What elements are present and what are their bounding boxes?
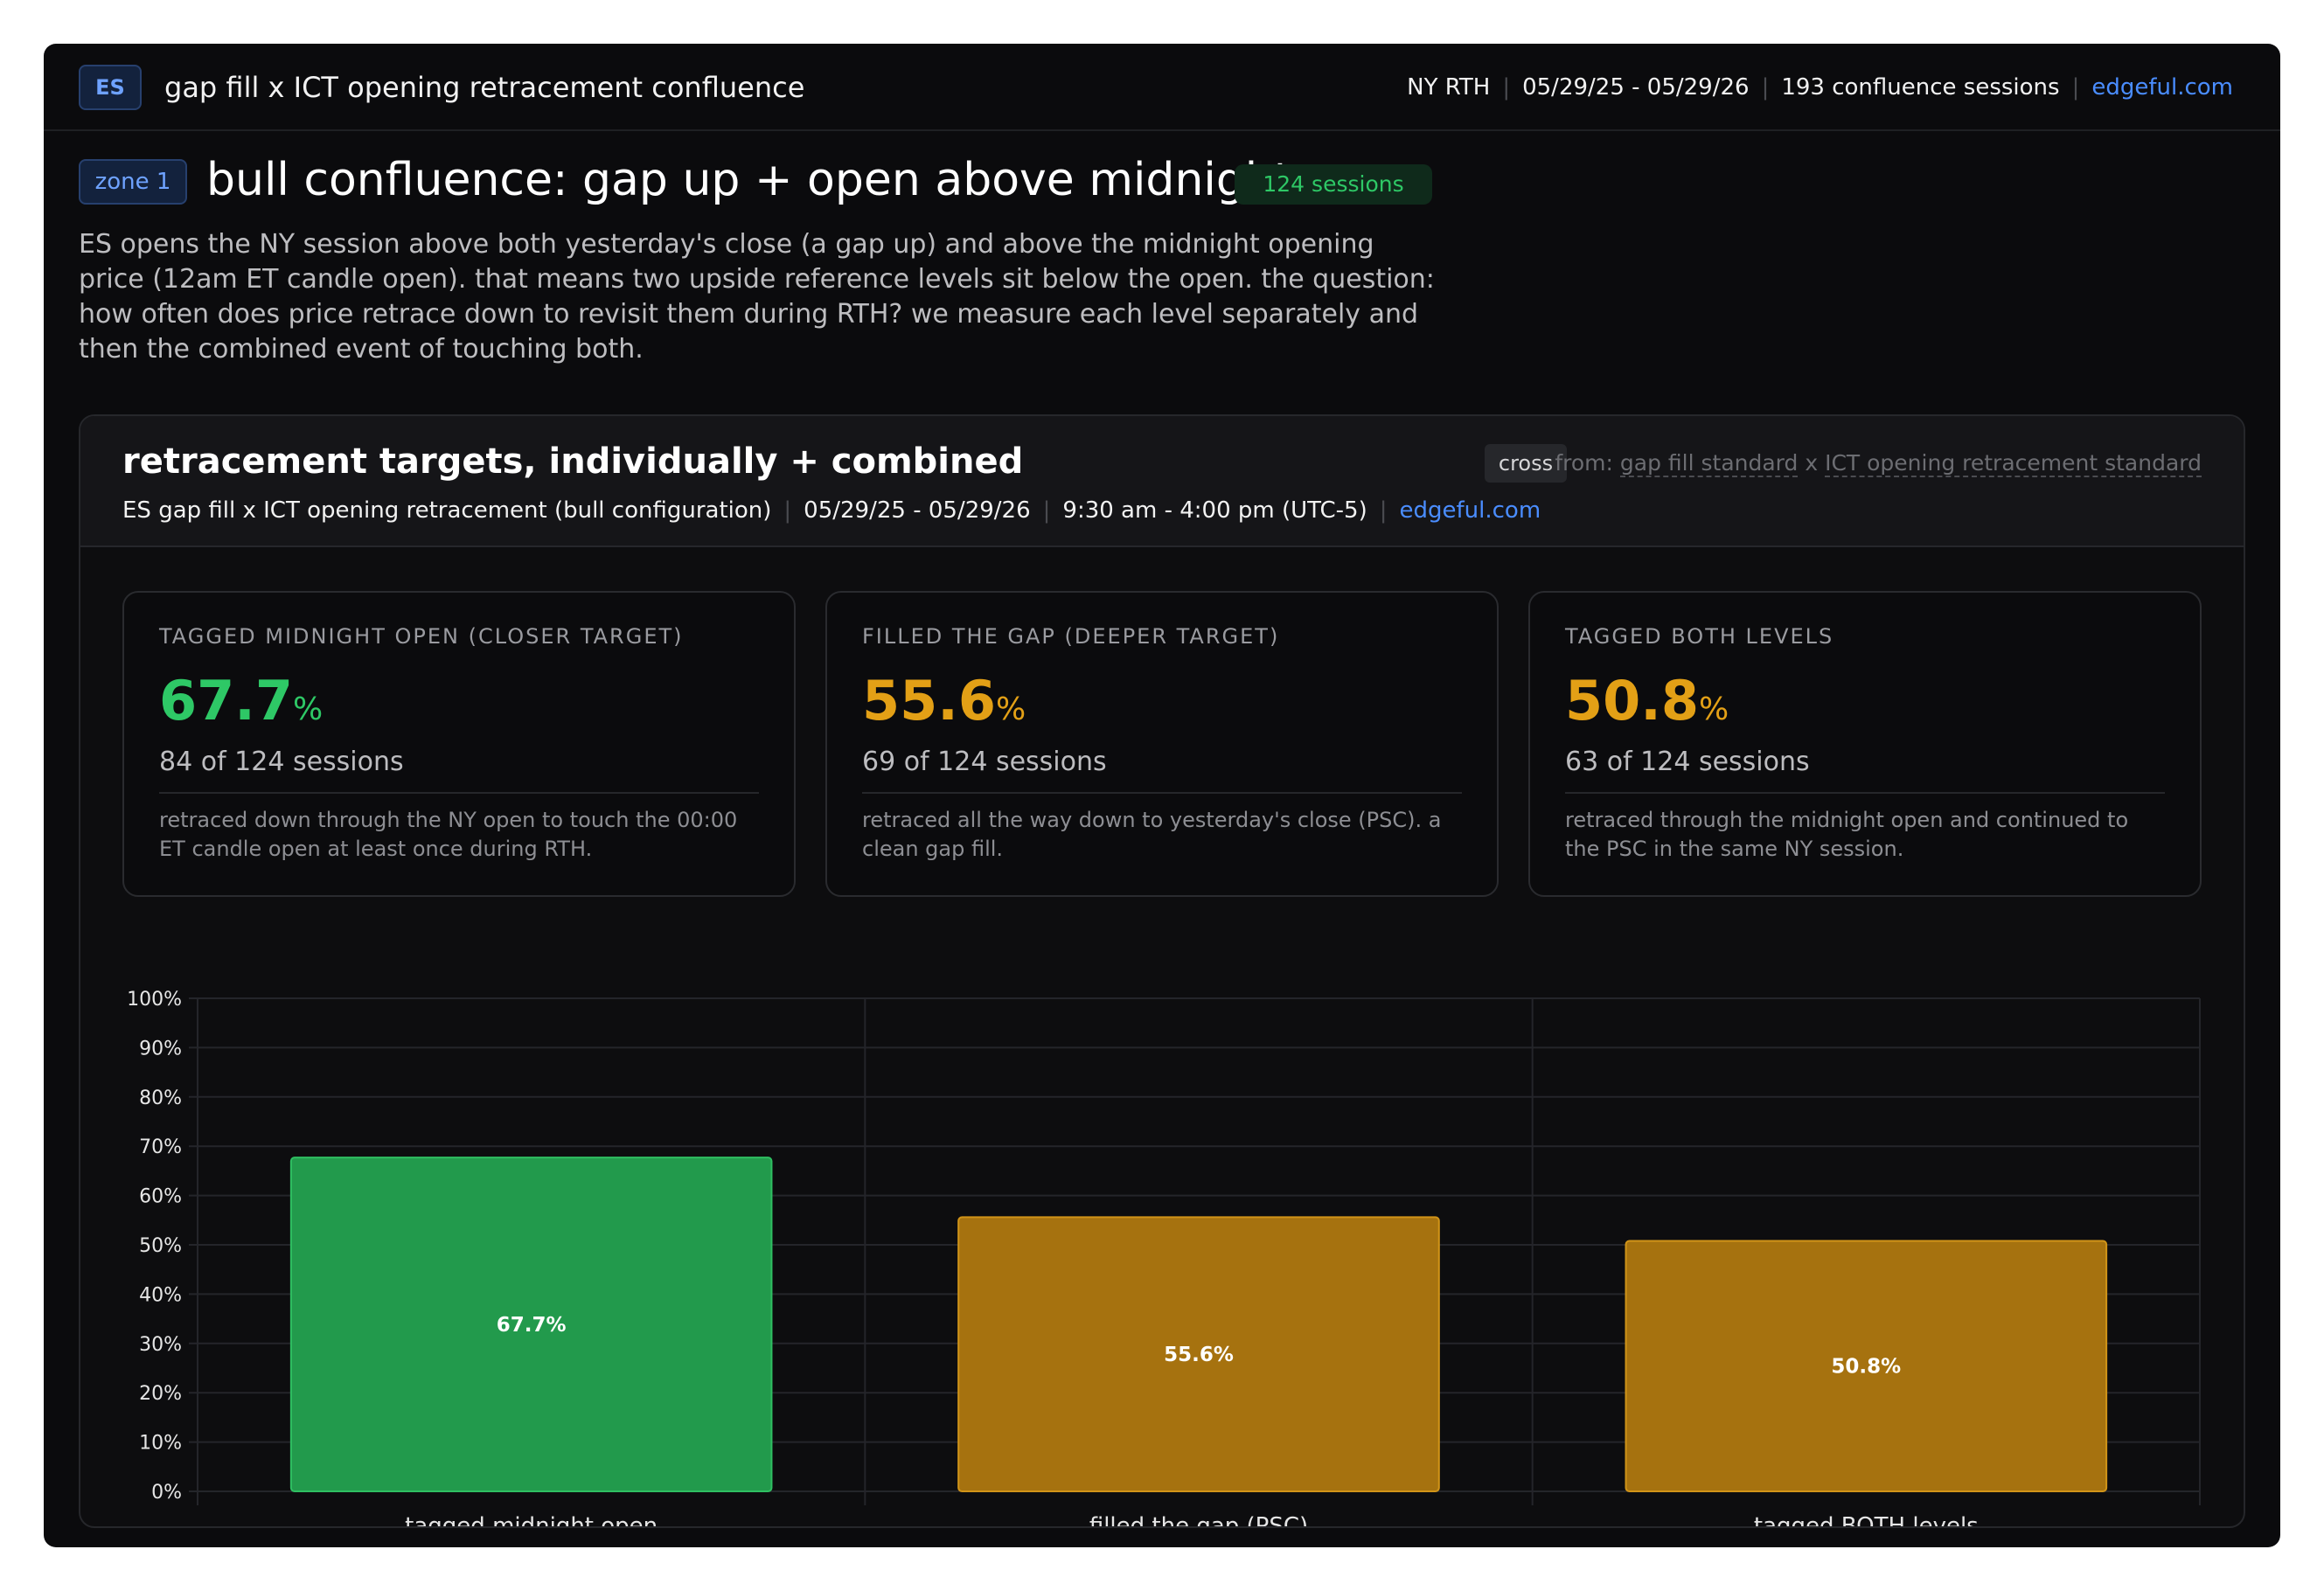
stat-card-gap-fill: FILLED THE GAP (DEEPER TARGET) 55.6% 69 … xyxy=(825,591,1499,897)
stat-card-midnight-open: TAGGED MIDNIGHT OPEN (CLOSER TARGET) 67.… xyxy=(122,591,796,897)
card-subtitle: ES gap fill x ICT opening retracement (b… xyxy=(122,493,1541,528)
sessions-pill: 124 sessions xyxy=(1235,164,1432,205)
y-tick-label: 40% xyxy=(139,1284,182,1306)
y-tick-label: 80% xyxy=(139,1087,182,1109)
stat-label: FILLED THE GAP (DEEPER TARGET) xyxy=(862,624,1280,649)
stat-count: 69 of 124 sessions xyxy=(862,747,1107,777)
card-time-range: 9:30 am - 4:00 pm (UTC-5) xyxy=(1062,497,1367,524)
from-x: x xyxy=(1805,450,1819,476)
separator: | xyxy=(783,497,792,524)
bar-value-label: 50.8% xyxy=(1831,1356,1901,1379)
card-title: retracement targets, individually + comb… xyxy=(122,441,1024,482)
stat-unit: % xyxy=(995,691,1026,727)
y-tick-label: 60% xyxy=(139,1186,182,1208)
retracement-card: retracement targets, individually + comb… xyxy=(79,414,2245,1528)
top-bar: ES gap fill x ICT opening retracement co… xyxy=(44,44,2280,131)
stat-number: 67.7 xyxy=(159,669,293,733)
separator: | xyxy=(1761,74,1770,101)
date-range: 05/29/25 - 05/29/26 xyxy=(1522,74,1750,101)
x-category-label: tagged BOTH levels xyxy=(1754,1513,1979,1526)
source-link-ict[interactable]: ICT opening retracement standard xyxy=(1825,450,2202,477)
y-tick-label: 10% xyxy=(139,1433,182,1455)
divider xyxy=(159,792,759,794)
bar-value-label: 55.6% xyxy=(1164,1344,1234,1366)
report-title: gap fill x ICT opening retracement confl… xyxy=(164,71,805,104)
bar xyxy=(957,1216,1440,1493)
retracement-bar-chart: 0% 10% 20% 30% 40% 50% 60% 70% 80% 90% 100% 67.7% ta… xyxy=(127,989,2201,1526)
symbol-badge: ES xyxy=(79,65,142,110)
stat-note: retraced all the way down to yesterday's… xyxy=(862,808,1442,861)
bar-value-label: 67.7% xyxy=(497,1314,567,1337)
stat-unit: % xyxy=(292,691,324,727)
y-tick-label: 20% xyxy=(139,1383,182,1405)
card-header: retracement targets, individually + comb… xyxy=(80,416,2244,547)
bar xyxy=(289,1157,773,1492)
dashboard-frame: ES gap fill x ICT opening retracement co… xyxy=(44,44,2280,1547)
card-edgeful-link[interactable]: edgeful.com xyxy=(1399,497,1541,524)
y-tick-label: 30% xyxy=(139,1334,182,1356)
stat-note: retraced down through the NY open to tou… xyxy=(159,808,738,861)
stat-value: 55.6% xyxy=(862,666,1026,745)
stat-count: 63 of 124 sessions xyxy=(1565,747,1810,777)
separator: | xyxy=(1502,74,1511,101)
stat-label: TAGGED MIDNIGHT OPEN (CLOSER TARGET) xyxy=(159,624,684,649)
report-meta: NY RTH | 05/29/25 - 05/29/26 | 193 confluenc… xyxy=(1407,70,2233,105)
x-category-label: filled the gap (PSC) xyxy=(1089,1513,1308,1526)
stat-number: 50.8 xyxy=(1565,669,1699,733)
source-link-gap-fill[interactable]: gap fill standard xyxy=(1619,450,1799,477)
divider xyxy=(862,792,1462,794)
y-tick-label: 50% xyxy=(139,1235,182,1257)
card-subtitle-text: ES gap fill x ICT opening retracement (b… xyxy=(122,497,772,524)
divider xyxy=(1565,792,2165,794)
separator: | xyxy=(2071,74,2080,101)
source-reports: from: gap fill standard x ICT opening re… xyxy=(1555,444,2202,483)
bar xyxy=(1625,1240,2108,1492)
stat-count: 84 of 124 sessions xyxy=(159,747,404,777)
session-count: 193 confluence sessions xyxy=(1781,74,2060,101)
card-date-range: 05/29/25 - 05/29/26 xyxy=(804,497,1031,524)
stat-unit: % xyxy=(1698,691,1729,727)
from-label: from: xyxy=(1555,450,1613,476)
stat-value: 67.7% xyxy=(159,666,323,745)
stat-note: retraced through the midnight open and c… xyxy=(1565,808,2129,861)
separator: | xyxy=(1042,497,1051,524)
y-tick-label: 100% xyxy=(127,989,182,1011)
y-tick-label: 0% xyxy=(151,1482,182,1504)
stat-label: TAGGED BOTH LEVELS xyxy=(1565,624,1834,649)
zone-title: bull confluence: gap up + open above mid… xyxy=(206,154,1292,206)
separator: | xyxy=(1379,497,1388,524)
cross-chip: cross xyxy=(1485,444,1567,483)
edgeful-link[interactable]: edgeful.com xyxy=(2091,74,2233,101)
x-category-label: tagged midnight open xyxy=(405,1513,658,1526)
stat-card-both-levels: TAGGED BOTH LEVELS 50.8% 63 of 124 sessi… xyxy=(1528,591,2202,897)
y-tick-label: 90% xyxy=(139,1038,182,1060)
session-label: NY RTH xyxy=(1407,74,1491,101)
stat-value: 50.8% xyxy=(1565,666,1729,745)
zone-badge: zone 1 xyxy=(79,159,187,205)
stat-number: 55.6 xyxy=(862,669,996,733)
zone-description: ES opens the NY session above both yeste… xyxy=(79,229,1435,365)
y-tick-label: 70% xyxy=(139,1136,182,1158)
